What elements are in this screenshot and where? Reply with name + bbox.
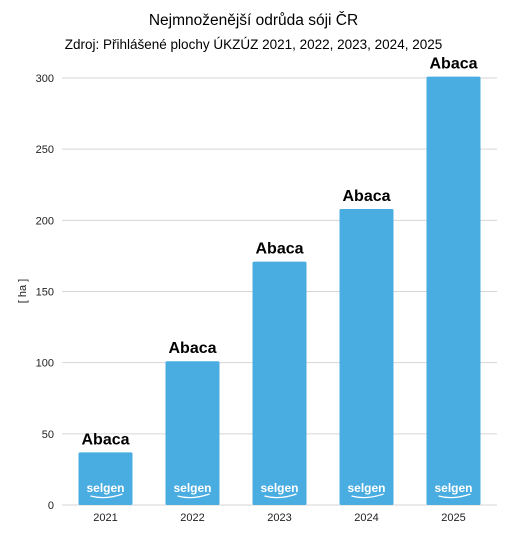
bar: [339, 208, 394, 506]
bar-data-label: Abaca: [255, 241, 303, 258]
selgen-logo: selgen: [347, 481, 385, 495]
y-tick-label: 0: [48, 500, 54, 512]
y-axis-ticks: 0 50 100 150 200 250 300: [36, 73, 54, 512]
bar: [165, 361, 220, 505]
logo-swoosh: [351, 493, 384, 499]
bar: [426, 76, 481, 506]
bar: [252, 261, 307, 505]
logo-swoosh: [264, 493, 297, 499]
selgen-logo: selgen: [86, 481, 124, 495]
bars: Abaca selgen Abaca selgen Abaca selgen Abaca se…: [78, 56, 481, 506]
y-tick-label: 250: [36, 144, 54, 156]
gridlines: [62, 77, 497, 506]
x-tick-label: 2024: [354, 512, 378, 524]
y-tick-label: 150: [36, 287, 54, 299]
chart-title: Nejmnoženější odrůda sóji ČR: [148, 12, 359, 29]
x-tick-label: 2025: [441, 512, 465, 524]
y-tick-label: 50: [42, 429, 54, 441]
y-axis-label: [ ha ]: [17, 279, 29, 303]
bar-data-label: Abaca: [168, 340, 216, 357]
logo-swoosh: [90, 493, 123, 499]
x-tick-label: 2021: [93, 512, 117, 524]
chart-subtitle: Zdroj: Přihlášené plochy ÚKZÚZ 2021, 202…: [64, 37, 443, 52]
x-tick-label: 2023: [267, 512, 291, 524]
bar-data-label: Abaca: [81, 431, 129, 448]
selgen-logo: selgen: [260, 481, 298, 495]
y-tick-label: 300: [36, 73, 54, 85]
logo-swoosh: [177, 493, 210, 499]
bar-data-label: Abaca: [429, 56, 477, 73]
logo-swoosh: [438, 493, 471, 499]
bar-data-label: Abaca: [342, 188, 390, 205]
x-axis-ticks: 2021 2022 2023 2024 2025: [93, 512, 465, 524]
selgen-logo: selgen: [173, 481, 211, 495]
x-tick-label: 2022: [180, 512, 204, 524]
y-tick-label: 200: [36, 215, 54, 227]
selgen-logo: selgen: [434, 481, 472, 495]
bar: [78, 452, 133, 505]
y-tick-label: 100: [36, 358, 54, 370]
